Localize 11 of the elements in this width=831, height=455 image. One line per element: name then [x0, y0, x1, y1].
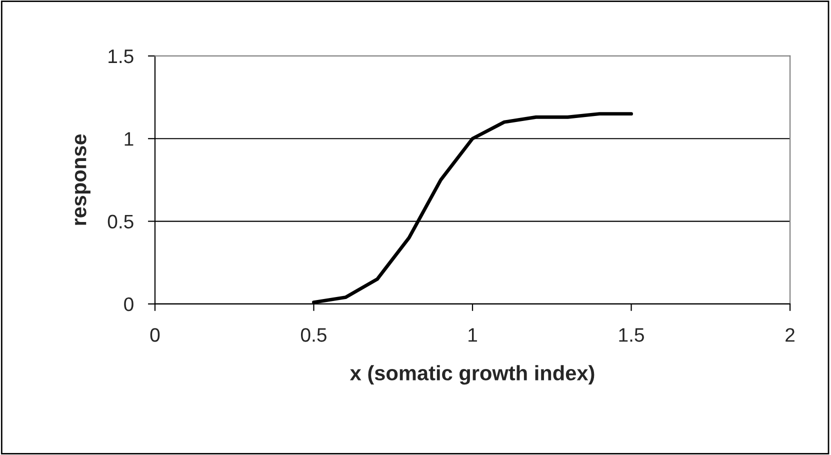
x-tick-label: 0.5	[300, 328, 326, 342]
y-tick-label: 1	[124, 132, 134, 146]
x-tick-label: 1.5	[619, 328, 644, 342]
y-axis-title: response	[74, 134, 90, 225]
y-tick-label: 1.5	[108, 50, 134, 64]
y-tick-label: 0	[124, 297, 134, 312]
x-tick-label: 2	[786, 328, 794, 342]
x-tick-label: 1	[468, 328, 477, 342]
y-tick-label: 0.5	[108, 214, 134, 229]
x-tick-label: 0	[150, 328, 160, 342]
x-axis-title: x (somatic growth index)	[350, 365, 594, 385]
